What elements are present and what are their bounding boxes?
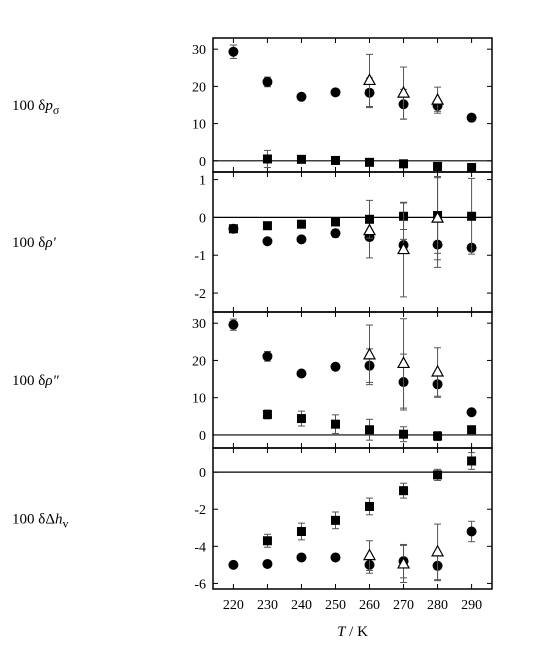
square-point (330, 217, 340, 227)
panel-2: -2 -1 0 1 100 δρ' (12, 171, 493, 313)
panel-1: 0 10 20 30 100 δpσ (12, 37, 493, 173)
circle-point (330, 87, 341, 98)
x-tick-label: 240 (291, 598, 312, 613)
triangle-point (397, 556, 411, 569)
circle-point (466, 407, 477, 418)
square-point (365, 501, 375, 511)
y-tick-label: 0 (199, 155, 206, 170)
square-point (467, 211, 477, 221)
x-tick-label: 270 (393, 598, 414, 613)
square-point (433, 431, 443, 441)
circle-point (330, 228, 341, 239)
triangle-point (397, 356, 411, 369)
circle-point (296, 234, 307, 245)
data-marks (228, 44, 477, 172)
x-tick-label: 230 (257, 598, 278, 613)
circle-point (330, 361, 341, 372)
circle-point (296, 368, 307, 379)
data-marks (228, 318, 477, 443)
circle-point (228, 46, 239, 57)
y-tick-label: -2 (194, 287, 206, 302)
y-tick-label: -2 (194, 503, 206, 518)
square-point (296, 526, 306, 536)
square-point (467, 163, 477, 172)
panel-4: 0 -2 -4 -6 100 δΔhv (12, 447, 493, 592)
triangle-point (431, 544, 445, 557)
x-tick-label: 290 (461, 598, 482, 613)
y-axis-label: 100 δρ' (12, 235, 57, 251)
y-tick-label: 1 (199, 174, 206, 189)
data-marks (228, 176, 477, 298)
y-tick-label: 0 (199, 429, 206, 444)
square-point (399, 159, 409, 169)
y-tick-label: 0 (199, 211, 206, 226)
triangle-point (397, 85, 411, 98)
circle-point (466, 112, 477, 123)
panel-frame (212, 37, 493, 173)
circle-point (228, 319, 239, 330)
y-tick-label: 30 (192, 43, 206, 58)
panel-3: 0 10 20 30 100 δρ" (12, 311, 493, 449)
square-point (330, 155, 340, 165)
square-point (262, 536, 272, 546)
square-point (296, 414, 306, 424)
y-tick-label: 10 (192, 118, 206, 133)
x-axis-label: T / K (337, 624, 368, 640)
square-point (433, 470, 443, 480)
square-point (262, 154, 272, 164)
square-point (365, 425, 375, 435)
x-tick-label: 280 (427, 598, 448, 613)
triangle-point (431, 210, 445, 223)
triangle-point (431, 364, 445, 377)
y-tick-label: 10 (192, 392, 206, 407)
y-axis-label: 100 δpσ (12, 98, 60, 117)
panel-frame (212, 311, 493, 449)
square-point (262, 409, 272, 419)
y-tick-label: 0 (199, 466, 206, 481)
y-tick-label: 30 (192, 317, 206, 332)
square-point (365, 214, 375, 224)
square-point (467, 425, 477, 435)
square-point (330, 419, 340, 429)
circle-point (330, 552, 341, 563)
y-tick-label: 20 (192, 80, 206, 95)
triangle-point (362, 347, 377, 360)
circle-point (262, 558, 273, 569)
circle-point (262, 76, 273, 87)
x-tick-label: 220 (223, 598, 244, 613)
square-point (296, 219, 306, 229)
panel-frame (212, 171, 493, 313)
square-point (399, 486, 409, 496)
circle-point (296, 552, 307, 563)
triangle-point (362, 223, 377, 236)
triangle-point (362, 73, 377, 86)
circle-point (262, 351, 273, 362)
y-tick-label: -1 (194, 249, 206, 264)
square-point (467, 456, 477, 466)
circle-point (228, 559, 239, 570)
square-point (296, 154, 306, 164)
square-point (433, 161, 443, 171)
square-point (399, 429, 409, 439)
y-axis-label: 100 δρ" (12, 373, 60, 389)
y-tick-label: -4 (194, 540, 206, 555)
circle-point (262, 236, 273, 247)
y-tick-label: 20 (192, 354, 206, 369)
panel-frame (212, 447, 493, 590)
triangle-point (397, 242, 411, 255)
square-point (262, 221, 272, 231)
x-tick-label: 260 (359, 598, 380, 613)
square-point (228, 224, 238, 234)
y-tick-label: -6 (194, 577, 206, 592)
circle-point (466, 526, 477, 537)
triangle-point (431, 92, 445, 105)
square-point (330, 515, 340, 525)
y-axis-label: 100 δΔhv (12, 512, 68, 531)
circle-point (296, 91, 307, 102)
triangle-point (362, 548, 377, 561)
data-marks (228, 452, 477, 584)
x-tick-label: 250 (325, 598, 346, 613)
square-point (365, 157, 375, 167)
